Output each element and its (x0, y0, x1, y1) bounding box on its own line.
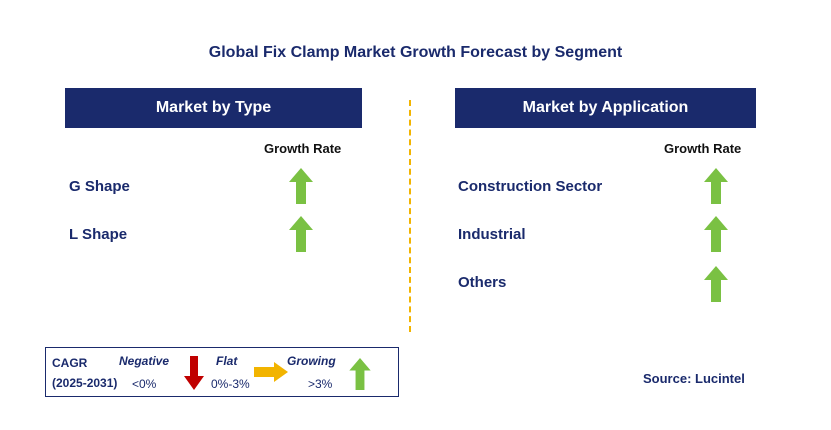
growth-rate-header-left: Growth Rate (264, 141, 342, 156)
row-label-l-shape: L Shape (69, 226, 128, 243)
legend-growing-label: Growing (287, 354, 336, 368)
row-label-others: Others (458, 274, 507, 291)
row-label-industrial: Industrial (458, 226, 526, 243)
legend-cagr-label: CAGR (52, 356, 88, 370)
legend-period: (2025-2031) (52, 376, 118, 390)
growing-arrow-icon (349, 358, 371, 390)
legend-growing-range: >3% (308, 377, 333, 391)
row-label-construction-sector: Construction Sector (458, 178, 603, 195)
growing-arrow-icon (704, 216, 728, 252)
legend-flat-label: Flat (216, 354, 238, 368)
cagr-legend: CAGR (2025-2031) Negative <0% Flat 0%-3%… (45, 347, 399, 397)
panel-header-application: Market by Application (455, 88, 756, 128)
growth-rate-header-right: Growth Rate (664, 141, 742, 156)
row-label-g-shape: G Shape (69, 178, 130, 195)
legend-negative-label: Negative (119, 354, 170, 368)
legend-negative-range: <0% (132, 377, 157, 391)
growing-arrow-icon (289, 168, 313, 204)
growing-arrow-icon (289, 216, 313, 252)
growing-arrow-icon (704, 266, 728, 302)
panel-divider (409, 100, 411, 332)
legend-flat-range: 0%-3% (211, 377, 250, 391)
panel-header-type: Market by Type (65, 88, 362, 128)
chart-title: Global Fix Clamp Market Growth Forecast … (208, 44, 623, 61)
source-label: Source: Lucintel (643, 371, 745, 386)
growing-arrow-icon (704, 168, 728, 204)
negative-arrow-icon (184, 356, 204, 390)
flat-arrow-icon (254, 362, 288, 382)
